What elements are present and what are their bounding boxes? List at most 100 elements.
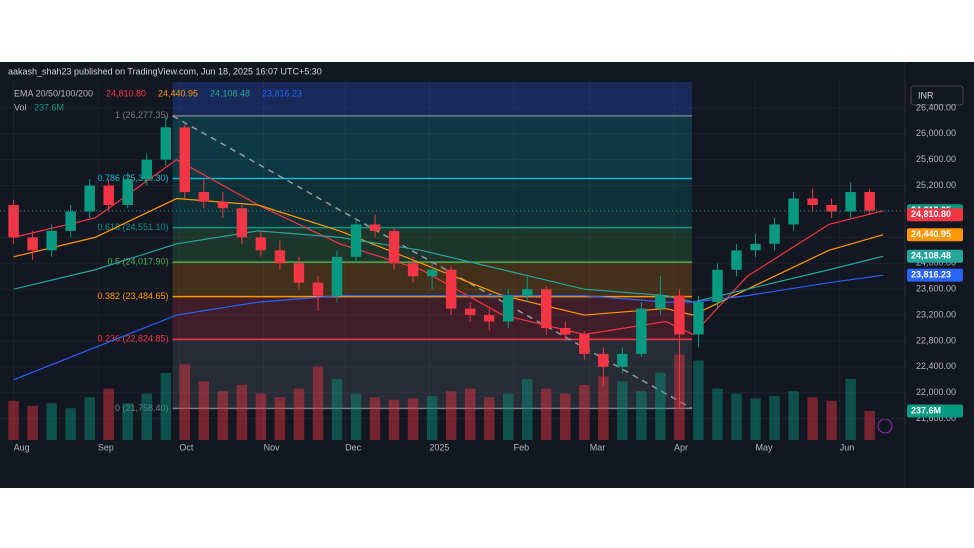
volume-bar (331, 378, 343, 440)
volume-bar (293, 388, 305, 440)
y-tick-label: 25,200.00 (916, 180, 956, 190)
fib-label: 0.786 (25,310.30) (98, 173, 169, 183)
candle-body (655, 295, 666, 309)
volume-bar (8, 400, 19, 440)
volume-bar (84, 397, 95, 440)
x-tick-label: Feb (514, 442, 530, 452)
fib-label: 0.236 (22,824.85) (98, 334, 169, 344)
price-tag (907, 404, 963, 418)
volume-bar (522, 378, 533, 440)
x-tick-label: Sep (98, 442, 114, 452)
fib-band (172, 227, 692, 263)
price-tag-label: 237.6M (911, 405, 941, 415)
candle-body (693, 302, 704, 335)
candle-body (103, 185, 114, 206)
ema-line (13, 274, 884, 381)
volume-legend-name: Vol (14, 102, 27, 112)
candle-body (750, 243, 761, 251)
fib-label: 0.382 (23,484.65) (98, 291, 169, 301)
volume-bar (655, 372, 666, 440)
y-tick-label: 22,400.00 (916, 361, 956, 371)
candle-body (141, 159, 152, 180)
candle-body (369, 224, 381, 231)
candle-body (236, 208, 248, 238)
y-tick-label: 25,600.00 (916, 154, 956, 164)
candle-body (217, 201, 229, 209)
x-tick-label: Nov (264, 442, 281, 452)
fib-extension (172, 82, 692, 116)
volume-bar (274, 397, 286, 440)
volume-bar (445, 391, 457, 440)
volume-bar (769, 396, 780, 440)
price-tag (907, 268, 963, 282)
volume-bar (693, 360, 704, 440)
candle-body (598, 353, 609, 367)
candle-body (788, 198, 799, 225)
currency: INR (918, 90, 934, 100)
candle-body (293, 263, 305, 283)
candle-body (712, 269, 723, 303)
volume-bar (65, 408, 76, 440)
candle-body (312, 282, 324, 296)
ema-line (13, 230, 884, 303)
x-tick-label: Aug (14, 442, 30, 452)
fib-band (172, 339, 692, 409)
candle-body (522, 289, 533, 296)
x-tick-label: Jun (840, 442, 855, 452)
candle-body (46, 230, 57, 251)
candle-body (331, 256, 343, 296)
candle-body (826, 205, 837, 212)
volume-bar (617, 381, 628, 440)
candle-body (674, 295, 685, 335)
candle-body (198, 192, 210, 202)
volume-bar (122, 403, 133, 440)
fib-band (172, 296, 692, 340)
volume-bar (560, 393, 571, 440)
volume-bar (502, 393, 514, 440)
candle-body (8, 205, 19, 238)
candle-body (274, 250, 286, 264)
ema-legend-value: 24,108.48 (210, 88, 250, 98)
ema-legend-value: 23,816.23 (262, 88, 302, 98)
x-tick-label: May (756, 442, 774, 452)
y-tick-label: 23,600.00 (916, 284, 956, 294)
y-tick-label: 22,800.00 (916, 335, 956, 345)
candle-body (483, 315, 495, 322)
volume-bar (27, 405, 38, 440)
candle-body (502, 295, 514, 322)
candle-body (27, 237, 38, 251)
candle-body (769, 224, 780, 244)
volume-bar (179, 364, 191, 440)
x-tick-label: 2025 (429, 442, 449, 452)
volume-bar (217, 391, 229, 440)
y-tick-label: 23,200.00 (916, 309, 956, 319)
y-tick-label: 21,600.00 (916, 413, 956, 423)
volume-bar (807, 397, 818, 440)
volume-bar (407, 398, 419, 440)
volume-bar (579, 385, 590, 440)
candle-body (407, 263, 419, 277)
ema-legend-name: EMA 20/50/100/200 (14, 88, 93, 98)
volume-bar (103, 388, 114, 440)
volume-bar (141, 393, 152, 440)
candle-body (864, 192, 875, 211)
fib-label: 0 (21,758.40) (115, 403, 169, 413)
brand: TradingView (27, 468, 92, 480)
volume-bar (255, 393, 267, 440)
candle-body (807, 198, 818, 206)
x-tick-label: Dec (345, 442, 362, 452)
price-tag-label: 24,108.48 (911, 251, 951, 261)
volume-bar (541, 388, 552, 440)
plot-area: 1 (26,277.35) 0.786 (25,310.30) 0.618 (24,… (0, 82, 905, 440)
volume-bar (826, 400, 837, 440)
price-tag-label: 24,810.80 (911, 209, 951, 219)
candle-body (731, 250, 742, 270)
volume-bar (388, 399, 400, 440)
x-tick-label: Oct (179, 442, 194, 452)
price-tag-label: 24,440.95 (911, 229, 951, 239)
volume-bar (731, 393, 742, 440)
fib-label: 0.618 (24,551.10) (98, 222, 169, 232)
volume-bar (46, 403, 57, 440)
y-tick-label: 22,000.00 (916, 387, 956, 397)
